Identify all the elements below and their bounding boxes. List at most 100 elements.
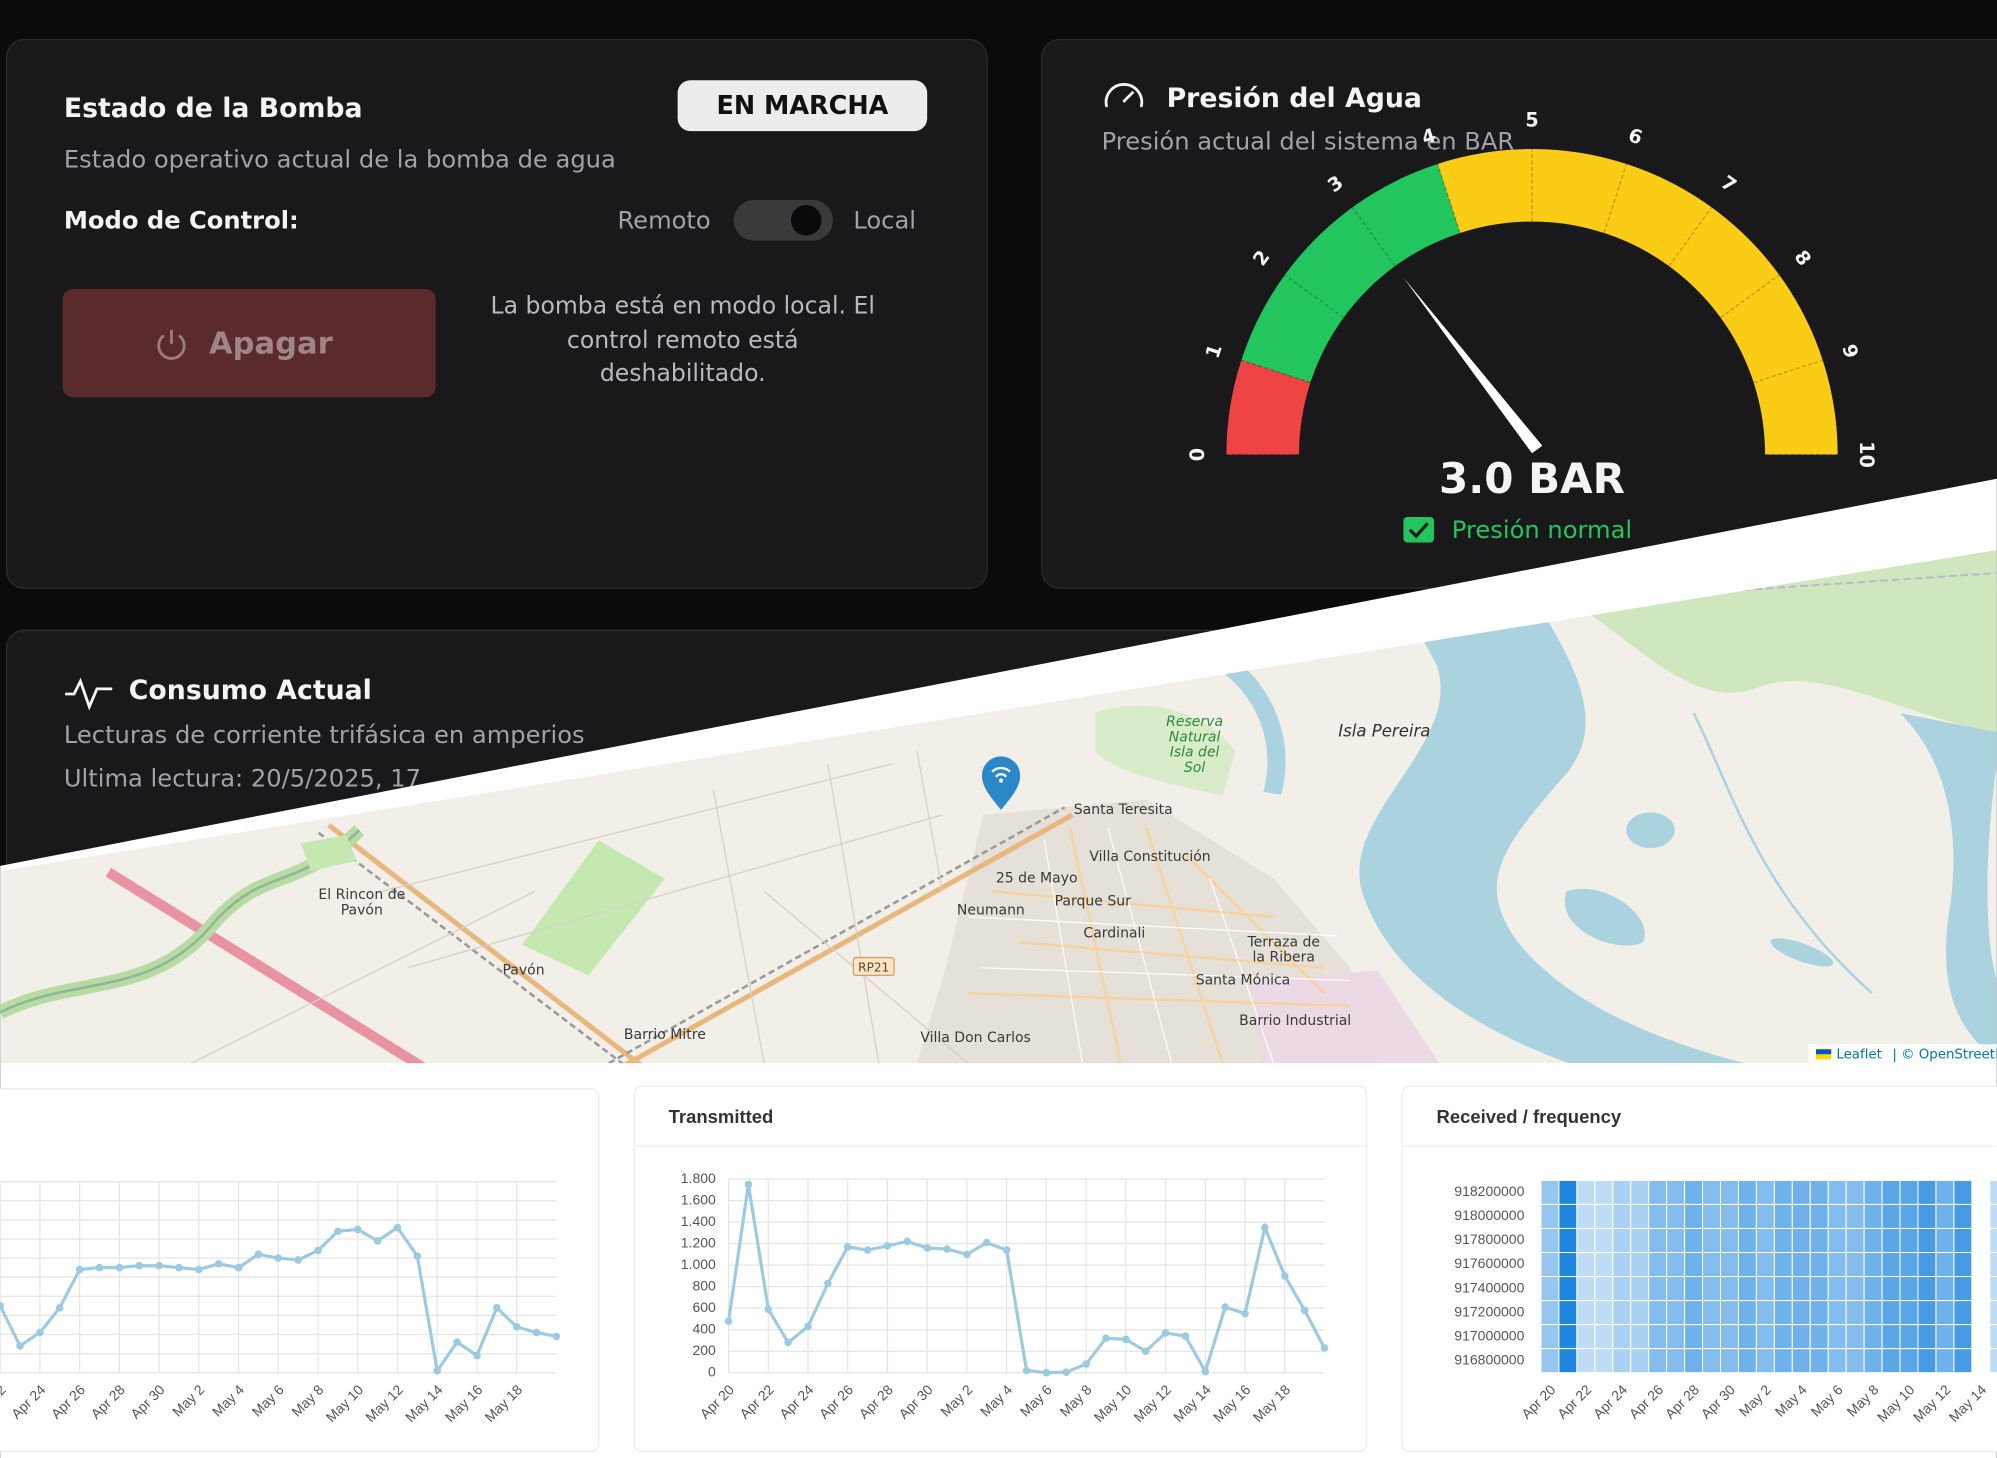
heat-cell xyxy=(1648,1227,1668,1254)
point xyxy=(155,1261,163,1270)
heat-cell xyxy=(1702,1203,1722,1229)
heat-cell xyxy=(1684,1348,1704,1374)
heat-cell xyxy=(1558,1348,1578,1374)
heat-cell xyxy=(1809,1276,1829,1302)
point xyxy=(433,1366,442,1375)
map-feature xyxy=(1900,713,1997,1060)
heat-cell xyxy=(1899,1324,1919,1350)
gauge-icon xyxy=(1104,83,1144,108)
map-feature xyxy=(620,812,1074,1064)
point xyxy=(963,1250,971,1259)
heat-cell xyxy=(1576,1252,1596,1278)
map-feature xyxy=(967,827,1350,1064)
map-label: Cardinali xyxy=(1083,925,1145,941)
heat-cell xyxy=(1630,1203,1650,1229)
heat-cell xyxy=(1648,1348,1668,1374)
map-feature xyxy=(608,806,1066,1064)
heat-cell xyxy=(1684,1300,1704,1326)
heat-cell xyxy=(1540,1276,1560,1302)
point xyxy=(254,1250,263,1259)
heat-cell xyxy=(1737,1324,1757,1350)
heat-cell xyxy=(1558,1203,1578,1229)
heat-cell xyxy=(1702,1276,1722,1302)
map-feature xyxy=(1692,712,1873,995)
heat-cell xyxy=(1935,1324,1955,1350)
heat-cell xyxy=(1881,1203,1901,1229)
gauge-zone xyxy=(1241,163,1461,383)
heat-cell xyxy=(1737,1179,1757,1205)
map-label: Isla del xyxy=(1170,745,1220,761)
gauge-tick-label: 0 xyxy=(1186,448,1209,461)
heat-cell xyxy=(1773,1276,1793,1302)
heat-cell xyxy=(1953,1324,1973,1350)
heat-cell xyxy=(1737,1300,1757,1326)
gauge-tick-label: 5 xyxy=(1525,108,1538,131)
heat-cell xyxy=(1935,1203,1955,1229)
heat-cell xyxy=(1935,1227,1955,1254)
heat-cell xyxy=(1684,1179,1704,1205)
heat-cell xyxy=(1899,1252,1919,1278)
map-label: Villa Don Carlos xyxy=(920,1030,1030,1046)
heat-cell xyxy=(1558,1227,1578,1254)
heat-cell xyxy=(1935,1300,1955,1326)
heat-cell xyxy=(1863,1203,1883,1229)
point xyxy=(274,1254,283,1262)
heat-cell xyxy=(1702,1348,1722,1374)
heat-cell xyxy=(1791,1252,1811,1278)
heat-cell xyxy=(1773,1203,1793,1229)
map-feature xyxy=(1359,598,1745,1064)
off-button-text: Apagar xyxy=(209,327,333,362)
heat-cell xyxy=(1917,1227,1937,1254)
heat-cell xyxy=(1558,1276,1578,1302)
heat-cell xyxy=(1809,1324,1829,1350)
road-label: RP21 xyxy=(858,960,889,974)
pressure-status: Presión normal xyxy=(1452,516,1632,544)
mode-local: Local xyxy=(853,207,916,235)
heat-cell xyxy=(1773,1252,1793,1278)
heat-cell xyxy=(1755,1324,1775,1350)
point xyxy=(744,1180,753,1189)
gauge-tick xyxy=(1241,359,1311,384)
attribution: | © OpenStreetMap xyxy=(1892,1047,1997,1062)
map-feature xyxy=(1564,888,1645,946)
point xyxy=(453,1338,461,1346)
heat-cell xyxy=(1702,1252,1722,1278)
heat-cell xyxy=(1594,1179,1614,1205)
heat-cell xyxy=(1755,1348,1775,1374)
heat-cell xyxy=(1684,1203,1704,1229)
heat-cell xyxy=(1899,1300,1919,1326)
heat-cell xyxy=(1935,1179,1955,1205)
attribution-link[interactable]: Leaflet xyxy=(1836,1047,1882,1062)
heat-cell xyxy=(1827,1203,1847,1229)
map-marker[interactable] xyxy=(981,756,1021,810)
heat-cell xyxy=(1612,1179,1632,1205)
map-feature xyxy=(522,840,665,976)
chart-card xyxy=(0,1088,600,1453)
heat-cell xyxy=(1881,1179,1901,1205)
point xyxy=(883,1241,892,1250)
heat-cell xyxy=(1953,1203,1973,1229)
point xyxy=(1102,1334,1110,1343)
map-feature xyxy=(1770,938,1834,967)
flag xyxy=(1815,1049,1832,1055)
heat-cell xyxy=(1863,1252,1883,1278)
road-shield xyxy=(852,956,895,977)
point xyxy=(943,1245,951,1253)
y-tick-label: 1.000 xyxy=(681,1256,716,1272)
heat-cell xyxy=(1737,1348,1757,1374)
point xyxy=(1241,1309,1249,1318)
gauge-tick xyxy=(1753,359,1823,384)
off-button[interactable] xyxy=(62,289,436,398)
heat-cell xyxy=(1989,1227,1997,1254)
gauge-tick-label: 10 xyxy=(1855,441,1878,468)
map-label: Pavón xyxy=(502,962,544,978)
heat-cell xyxy=(1612,1348,1632,1374)
map-label: Santa Teresita xyxy=(1074,802,1173,818)
heat-cell xyxy=(1702,1227,1722,1254)
point xyxy=(473,1351,481,1360)
heat-cell xyxy=(1648,1252,1668,1278)
point xyxy=(1042,1368,1051,1377)
point xyxy=(982,1238,991,1247)
heat-cell xyxy=(1845,1252,1865,1278)
